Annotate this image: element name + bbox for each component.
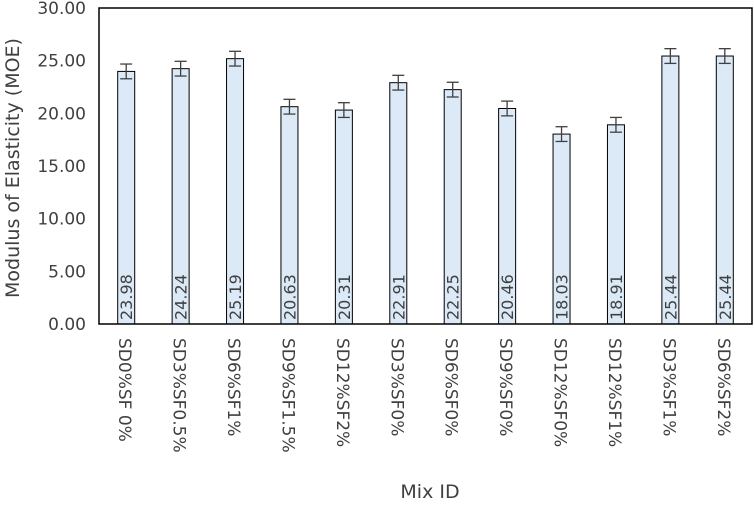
y-tick-label: 15.00 (37, 157, 86, 177)
data-label: 22.25 (444, 274, 463, 320)
x-axis-title: Mix ID (400, 481, 459, 502)
x-tick-label: SD6%SF0% (441, 338, 461, 436)
x-tick-label: SD9%SF0% (495, 338, 515, 436)
data-label: 20.63 (280, 274, 299, 320)
y-tick-label: 20.00 (37, 104, 86, 124)
data-label: 22.91 (389, 274, 408, 320)
data-label: 18.03 (553, 274, 572, 320)
x-tick-label: SD12%SF2% (332, 338, 352, 447)
y-tick-label: 25.00 (37, 52, 86, 72)
y-tick-label: 10.00 (37, 210, 86, 230)
data-label: 24.24 (172, 274, 191, 320)
y-axis-title: Modulus of Elasticity (MOE) (2, 38, 24, 298)
data-label: 23.98 (117, 274, 136, 320)
x-tick-label: SD3%SF0% (386, 338, 406, 436)
data-label: 20.31 (335, 274, 354, 320)
data-label: 25.19 (226, 274, 245, 320)
data-label: 18.91 (607, 274, 626, 320)
y-tick-label: 30.00 (37, 0, 86, 19)
x-tick-label: SD9%SF1.5% (277, 338, 297, 453)
x-tick-label: SD3%SF1% (658, 338, 678, 436)
data-label: 25.44 (716, 274, 735, 320)
x-tick-label: SD12%SF1% (604, 338, 624, 447)
data-label: 20.46 (498, 274, 517, 320)
x-tick-label: SD0%SF 0% (114, 338, 134, 442)
x-tick-label: SD3%SF0.5% (169, 338, 189, 453)
x-tick-label: SD6%SF1% (223, 338, 243, 436)
y-tick-label: 0.00 (48, 315, 86, 335)
plot-frame (98, 7, 753, 325)
y-tick-label: 5.00 (48, 262, 86, 282)
x-tick-label: SD12%SF0% (550, 338, 570, 447)
data-label: 25.44 (661, 274, 680, 320)
x-tick-label: SD6%SF2% (713, 338, 733, 436)
plot-area: 0.00 5.00 10.00 15.00 20.00 25.00 30.00 23.98 SD… (37, 0, 753, 453)
